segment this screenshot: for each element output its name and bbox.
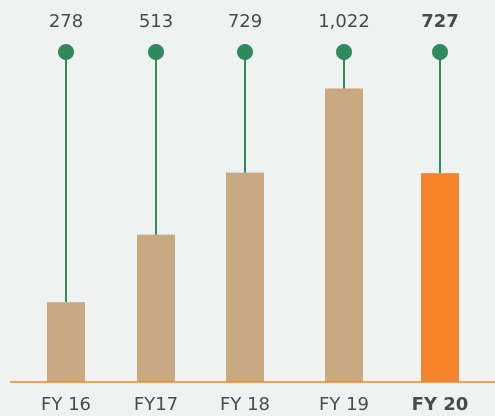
x-tick-label: FY17	[134, 394, 178, 415]
value-label: 278	[49, 11, 83, 32]
bar	[47, 302, 85, 382]
bar	[421, 173, 459, 382]
marker-dot	[336, 44, 352, 60]
marker-dot	[58, 44, 74, 60]
value-label: 1,022	[318, 11, 370, 32]
value-label: 729	[228, 11, 262, 32]
marker-dot	[432, 44, 448, 60]
bar	[325, 88, 363, 382]
x-tick-label: FY 16	[41, 394, 91, 415]
value-label: 727	[421, 11, 459, 32]
x-tick-label: FY 20	[412, 394, 469, 415]
value-label: 513	[139, 11, 173, 32]
marker-dot	[148, 44, 164, 60]
x-tick-label: FY 19	[319, 394, 369, 415]
bar	[226, 172, 264, 382]
marker-dot	[237, 44, 253, 60]
bar	[137, 234, 175, 382]
x-tick-label: FY 18	[220, 394, 270, 415]
